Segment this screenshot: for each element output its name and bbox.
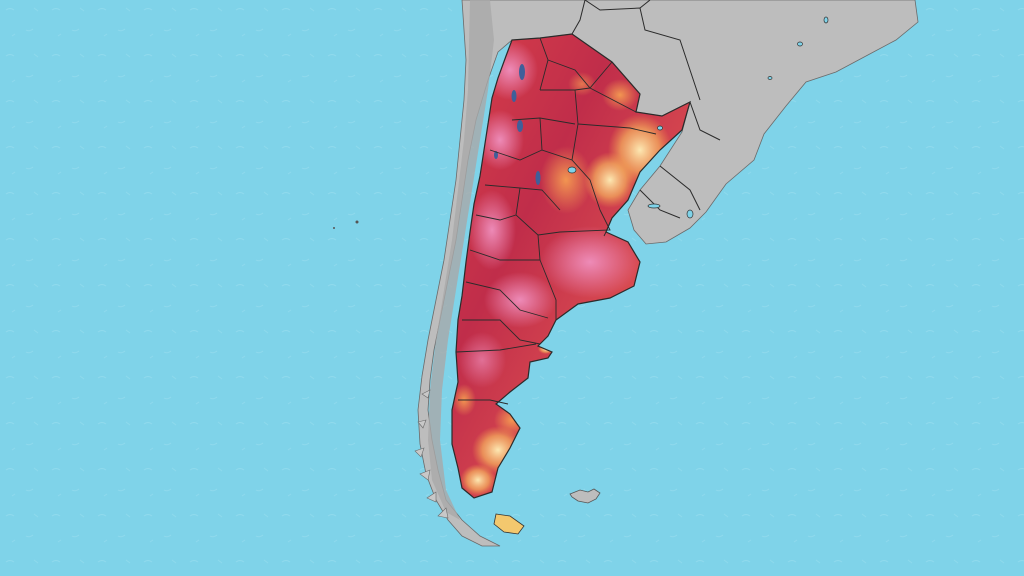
islet [355, 220, 359, 224]
tierra-del-fuego-east [493, 513, 525, 535]
neighbor-borders [571, 0, 721, 219]
falkland-islands [569, 488, 601, 504]
mountain-relief [428, 0, 494, 520]
islet [333, 227, 335, 229]
chile-fjords [414, 389, 449, 519]
lakes [567, 16, 829, 219]
province-borders [455, 37, 657, 405]
argentina-outline [451, 33, 691, 499]
